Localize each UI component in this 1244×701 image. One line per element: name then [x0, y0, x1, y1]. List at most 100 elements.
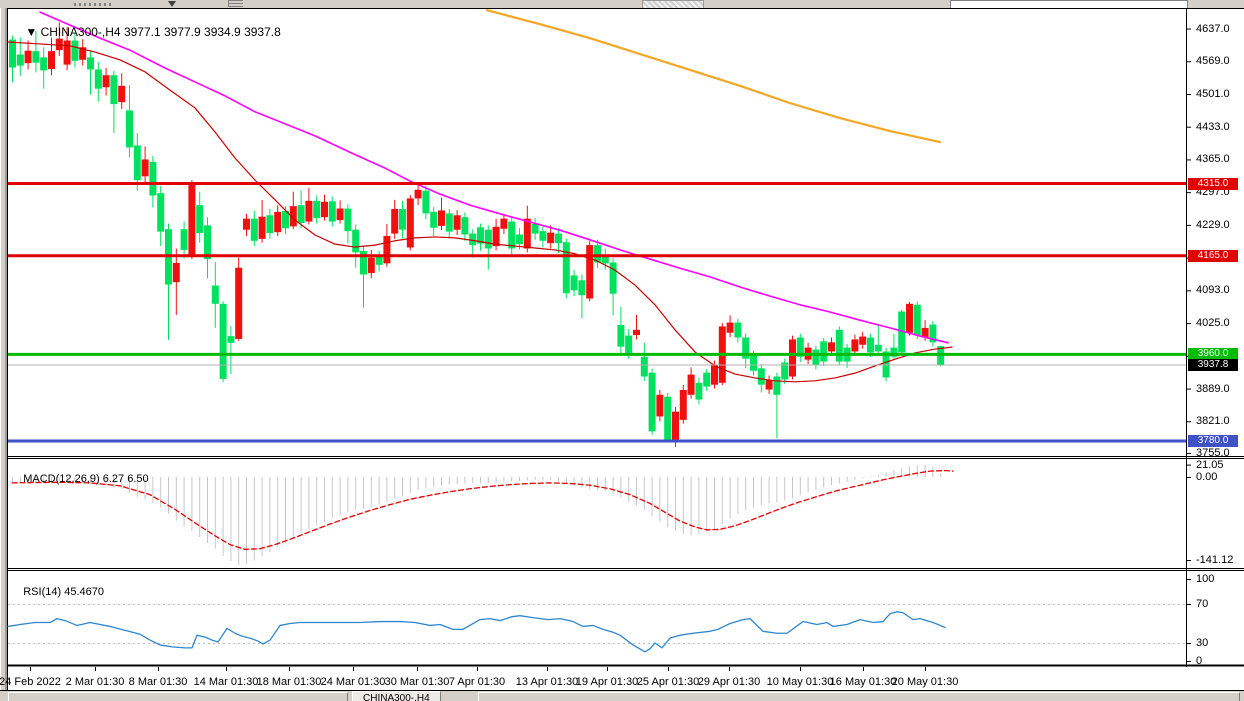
candle-body — [796, 337, 804, 357]
active-chart-tab[interactable]: CHINA300-,H4 — [352, 691, 441, 701]
candle-body — [679, 389, 687, 420]
price-tick-label: 4637.0 — [1196, 22, 1230, 35]
candle-body — [55, 38, 63, 51]
candle-body — [149, 161, 157, 196]
candle-body — [297, 205, 305, 223]
candle-body — [63, 40, 71, 65]
rsi-tick-label: 30 — [1196, 637, 1209, 649]
candle-body — [383, 235, 391, 264]
time-tick-label: 30 Mar 01:30 — [384, 676, 450, 688]
symbol-period-label: CHINA300-,H4 — [40, 25, 121, 39]
candle-body — [399, 209, 406, 230]
time-tick-label: 13 Apr 01:30 — [515, 676, 579, 688]
price-tick-label: 4025.0 — [1196, 317, 1230, 330]
candle-body — [742, 337, 750, 359]
macd-tick-label: 0.00 — [1196, 471, 1218, 483]
candle-body — [453, 215, 461, 230]
candle-body — [9, 39, 16, 68]
time-tick-label: 19 Apr 01:30 — [575, 676, 639, 688]
candle-body — [812, 349, 820, 365]
candle-body — [461, 217, 469, 235]
candle-body — [227, 336, 235, 343]
candle-body — [578, 280, 586, 296]
candle-body — [126, 110, 133, 148]
candle-body — [289, 206, 297, 227]
candle-body — [531, 223, 539, 234]
candle-body — [157, 193, 165, 232]
candle-body — [867, 337, 874, 353]
candle-body — [344, 208, 352, 232]
candle-body — [625, 335, 633, 353]
candle-body — [765, 379, 773, 390]
candle-body — [874, 344, 882, 352]
toolbar-dropdown-arrow-icon[interactable] — [168, 1, 176, 7]
ma-fast-line — [7, 41, 953, 383]
candle-body — [40, 57, 48, 71]
candle-body — [430, 211, 438, 228]
candle-body — [695, 382, 703, 400]
high-value: 3977.9 — [163, 25, 201, 39]
ma-slow-line — [39, 11, 949, 344]
price-level-tag: 4165.0 — [1188, 249, 1238, 262]
time-tick-label: 2 Mar 01:30 — [65, 676, 125, 688]
candle-body — [703, 372, 711, 387]
chart-tabs-group-right[interactable] — [478, 692, 1240, 701]
candle-body — [196, 205, 204, 234]
candle-body — [555, 233, 562, 244]
candle-body — [141, 159, 149, 177]
candle-body — [274, 211, 282, 233]
candle-body — [711, 364, 718, 385]
chart-tabs-group[interactable] — [8, 692, 348, 701]
toolbar-remnant — [0, 0, 1244, 10]
price-level-tag: 3960.0 — [1188, 348, 1238, 361]
symbol-dropdown-icon[interactable]: ▼ — [25, 25, 41, 39]
candle-body — [828, 342, 835, 352]
candle-body — [188, 183, 196, 256]
candle-body — [789, 339, 796, 377]
rsi-value: 45.4670 — [64, 586, 104, 598]
candle-body — [110, 75, 118, 105]
candle-body — [820, 341, 828, 362]
candle-body — [305, 200, 313, 222]
candle-body — [87, 57, 94, 70]
time-tick-label: 25 Apr 01:30 — [636, 676, 700, 688]
candle-body — [48, 51, 55, 69]
price-level-tag: 3780.0 — [1188, 434, 1238, 447]
candle-body — [734, 322, 742, 338]
candle-body — [438, 210, 445, 226]
price-tick-label: 3821.0 — [1196, 415, 1230, 428]
candle-body — [687, 374, 695, 395]
candle-body — [601, 255, 609, 264]
candle-body — [890, 347, 898, 357]
close-value: 3937.8 — [244, 25, 281, 39]
open-value: 3977.1 — [123, 25, 161, 39]
candle-body — [71, 40, 79, 61]
candle-body — [757, 368, 765, 385]
time-tick-label: 8 Mar 01:30 — [128, 676, 188, 688]
candle-body — [328, 201, 336, 222]
toolbar-separator-icon — [228, 0, 243, 7]
macd-name: MACD(12,26,9) — [23, 473, 100, 485]
rsi-tick-label: 70 — [1196, 598, 1209, 610]
candle-body — [929, 324, 937, 343]
macd-signal-value: 6.50 — [127, 473, 149, 485]
time-tick-label: 24 Feb 2022 — [0, 676, 61, 688]
candle-body — [360, 250, 367, 275]
candle-body — [851, 339, 859, 352]
candle-body — [321, 201, 328, 218]
price-level-tag: 4315.0 — [1188, 177, 1238, 190]
candle-body — [477, 227, 484, 244]
candle-body — [750, 354, 757, 371]
rsi-tick-label: 100 — [1196, 573, 1215, 585]
rsi-line — [7, 611, 946, 653]
candle-body — [492, 226, 500, 247]
candle-body — [882, 351, 890, 378]
candle-body — [445, 213, 453, 232]
candle-body — [235, 267, 243, 339]
macd-tick-label: 21.05 — [1196, 458, 1224, 471]
candle-body — [180, 229, 188, 250]
toolbar-input-remnant — [950, 0, 1188, 9]
candle-body — [633, 329, 640, 336]
